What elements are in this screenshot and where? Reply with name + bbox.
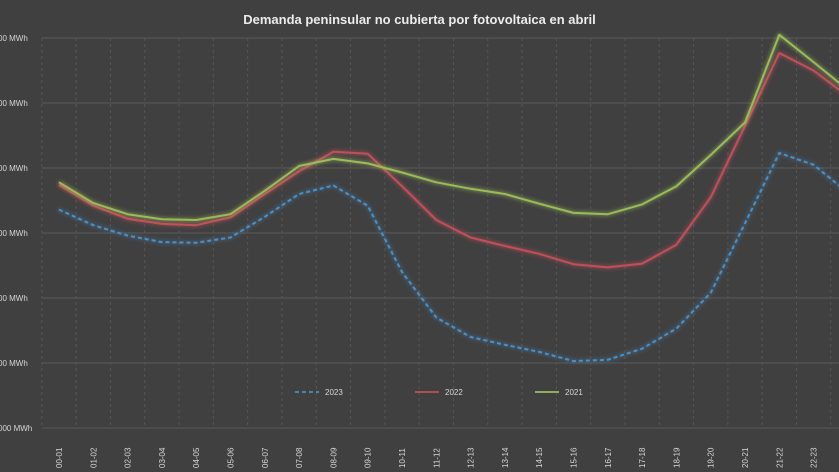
series-line-2021 — [58, 33, 839, 221]
series-line-2023 — [58, 152, 839, 363]
x-tick-label: 14-15 — [535, 447, 544, 468]
legend-label-2021: 2021 — [565, 388, 583, 397]
x-tick-label: 22-23 — [810, 447, 819, 468]
x-tick-label: 13-14 — [501, 447, 510, 468]
y-tick-label: 00 MWh — [0, 359, 28, 368]
legend-label-2022: 2022 — [445, 388, 463, 397]
series-lines — [58, 33, 839, 363]
x-tick-label: 08-09 — [329, 447, 338, 468]
y-tick-label: 00 MWh — [0, 34, 28, 43]
legend: 2023 2022 2021 — [295, 388, 583, 397]
x-tick-label: 00-01 — [55, 447, 64, 468]
y-tick-label: 00 MWh — [0, 229, 28, 238]
grid — [41, 37, 839, 429]
x-tick-label: 21-22 — [775, 447, 784, 468]
x-tick-label: 12-13 — [467, 447, 476, 468]
x-axis: 00-01 01-02 02-03 03-04 04-05 05-06 06-07 07-08… — [55, 447, 819, 468]
y-tick-label: 000 MWh — [0, 424, 32, 433]
x-tick-label: 05-06 — [227, 447, 236, 468]
x-tick-label: 18-19 — [672, 447, 681, 468]
y-tick-label: 00 MWh — [0, 294, 28, 303]
x-tick-label: 02-03 — [124, 447, 133, 468]
x-tick-label: 03-04 — [158, 447, 167, 468]
x-tick-label: 10-11 — [398, 448, 407, 468]
x-tick-label: 17-18 — [638, 447, 647, 468]
x-tick-label: 07-08 — [295, 447, 304, 468]
y-tick-label: 00 MWh — [0, 164, 28, 173]
x-tick-label: 19-20 — [707, 447, 716, 468]
x-tick-label: 16-17 — [604, 447, 613, 468]
x-tick-label: 15-16 — [570, 447, 579, 468]
x-tick-label: 04-05 — [192, 447, 201, 468]
chart-title: Demanda peninsular no cubierta por fotov… — [243, 12, 596, 27]
y-axis: 00 MWh 00 MWh 00 MWh 00 MWh 00 MWh 00 MWh 000 … — [0, 34, 32, 433]
x-tick-label: 11-12 — [432, 448, 441, 468]
x-tick-label: 09-10 — [364, 447, 373, 468]
x-tick-label: 06-07 — [261, 447, 270, 468]
x-tick-label: 01-02 — [89, 447, 98, 468]
series-line-2022 — [58, 52, 839, 269]
x-tick-label: 20-21 — [741, 447, 750, 468]
y-tick-label: 00 MWh — [0, 99, 28, 108]
legend-label-2023: 2023 — [325, 388, 343, 397]
